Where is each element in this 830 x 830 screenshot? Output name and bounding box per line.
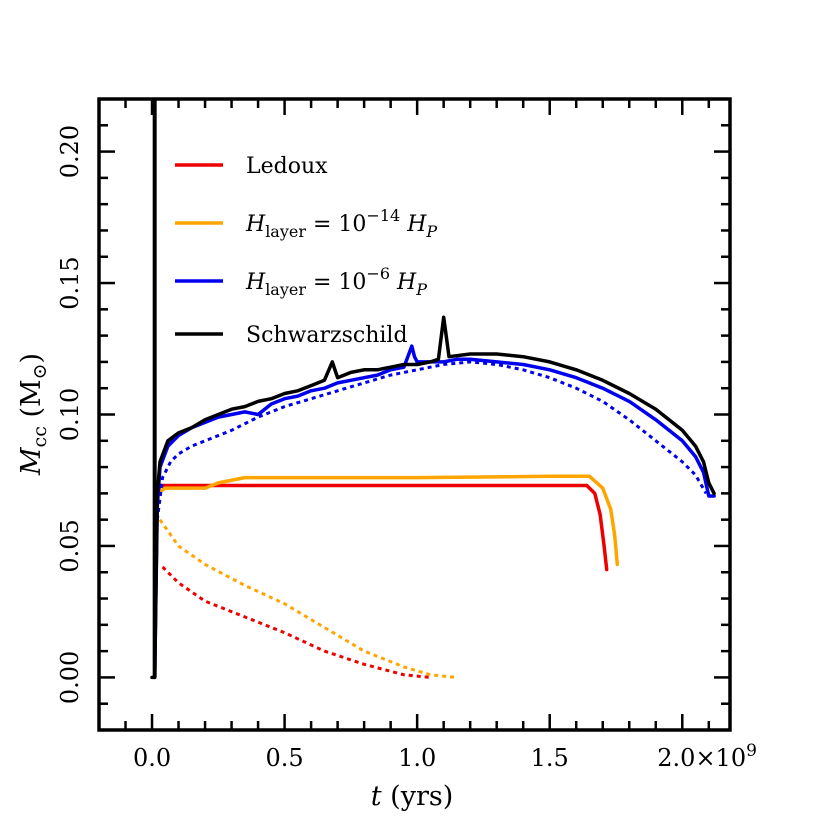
series-line-2: [155, 474, 620, 567]
x-tick-label: 0.0: [133, 744, 171, 772]
legend: Ledoux Hlayer = 10−14 HP Hlayer = 10−6 HP S…: [175, 154, 437, 348]
legend-label-1: Hlayer = 10−14 HP: [245, 206, 437, 241]
x-axis-label-unit: (yrs): [382, 781, 454, 812]
x-multiplier: ×10: [695, 744, 746, 772]
x-tick-label: 0.5: [266, 744, 304, 772]
x-multiplier-exponent: 9: [746, 741, 757, 761]
plot-frame: [97, 97, 732, 732]
series-line-0: [155, 483, 609, 572]
y-axis-label-close: ): [16, 353, 47, 364]
series-line-4: [152, 344, 716, 680]
y-tick-label: 0.20: [56, 125, 84, 178]
y-axis-label: Mcc (M⊙): [16, 353, 51, 476]
y-tick-label: 0.05: [56, 519, 84, 572]
y-tick-label: 0.10: [56, 388, 84, 441]
series-line-6: [150, 315, 716, 680]
series-line-5: [155, 360, 708, 520]
y-axis-label-unit: (M: [16, 379, 47, 426]
y-axis-label-var: M: [16, 446, 47, 476]
x-tick-label: 2.0×109: [657, 741, 757, 772]
legend-label-0: Ledoux: [246, 154, 328, 179]
y-tick-label: 0.15: [56, 256, 84, 309]
x-tick-label: 1.5: [531, 744, 569, 772]
y-axis-label-sub: cc: [29, 426, 51, 447]
series-line-1: [161, 565, 431, 679]
series-line-3: [158, 518, 458, 679]
x-axis-label: t (yrs): [371, 781, 454, 812]
x-axis-label-var: t: [371, 781, 382, 812]
y-tick-label: 0.00: [56, 651, 84, 704]
legend-label-3: Schwarzschild: [246, 323, 408, 348]
x-tick-label-value: 2.0: [657, 744, 695, 772]
legend-label-2: Hlayer = 10−6 HP: [245, 264, 427, 299]
x-tick-label: 1.0: [398, 744, 436, 772]
y-axis-label-unit-sub: ⊙: [29, 363, 51, 379]
